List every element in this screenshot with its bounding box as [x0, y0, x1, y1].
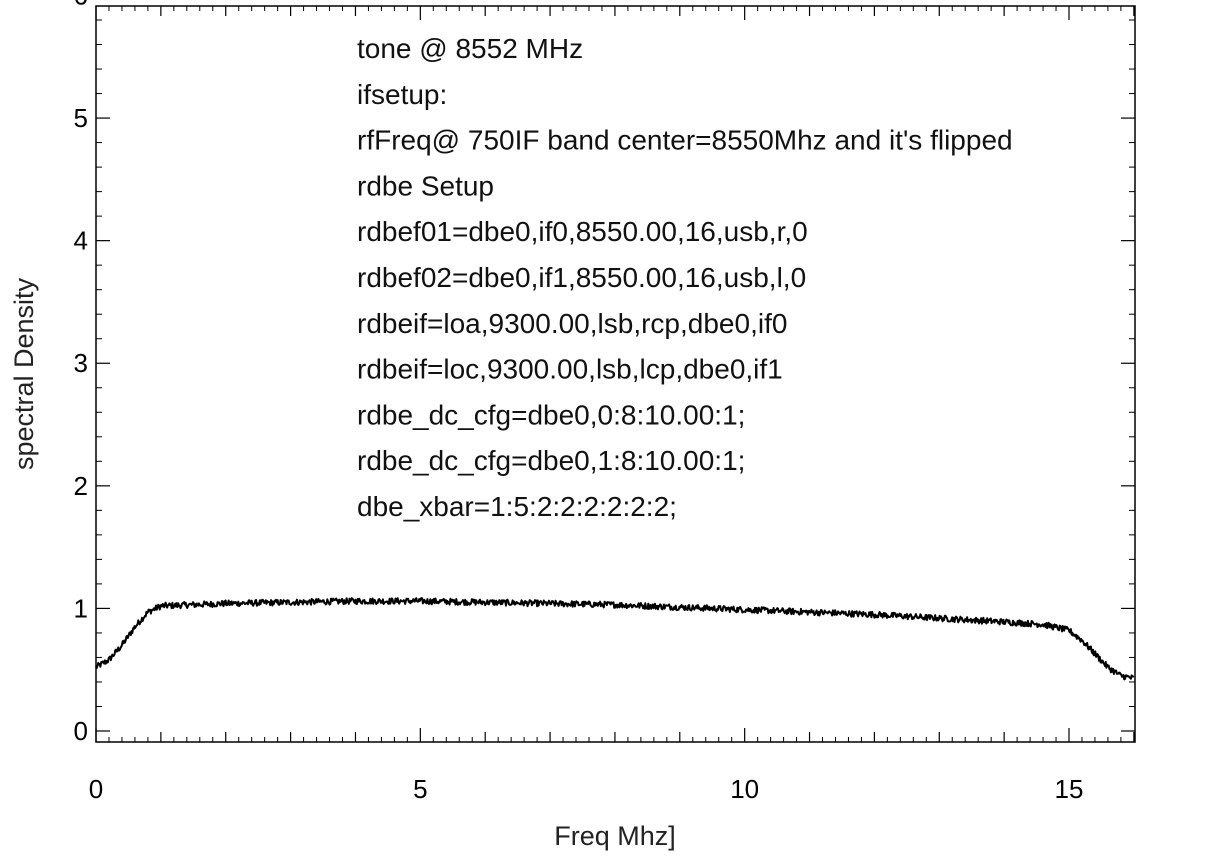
y-axis-title: spectral Density [9, 277, 39, 470]
annotation-block: tone @ 8552 MHz ifsetup: rfFreq@ 750IF ban… [357, 33, 1013, 522]
annotation-line: dbe_xbar=1:5:2:2:2:2:2:2; [357, 491, 677, 522]
series-line-spectral-density [95, 597, 1135, 681]
annotation-line: rdbe_dc_cfg=dbe0,1:8:10.00:1; [357, 445, 745, 476]
y-tick-label: 1 [74, 593, 88, 623]
y-tick-label: 3 [74, 348, 88, 378]
annotation-line: rdbeif=loc,9300.00,lsb,lcp,dbe0,if1 [357, 354, 783, 385]
tick-labels: 0 5 10 15 0 1 2 3 4 5 6 [74, 0, 1084, 804]
y-tick-label: 4 [74, 226, 88, 256]
x-tick-label: 5 [413, 774, 427, 804]
x-tick-label: 15 [1055, 774, 1084, 804]
annotation-line: rfFreq@ 750IF band center=8550Mhz and it… [357, 125, 1013, 156]
annotation-line: rdbe_dc_cfg=dbe0,0:8:10.00:1; [357, 399, 745, 430]
y-tick-label: 5 [74, 103, 88, 133]
y-tick-label: 0 [74, 716, 88, 746]
x-tick-label: 0 [89, 774, 103, 804]
annotation-line: rdbef01=dbe0,if0,8550.00,16,usb,r,0 [357, 216, 808, 247]
annotation-line: ifsetup: [357, 79, 447, 110]
y-tick-label: 6 [74, 0, 88, 10]
x-axis-title: Freq Mhz] [554, 821, 676, 851]
annotation-line: rdbe Setup [357, 170, 494, 201]
minor-ticks [96, 6, 1135, 742]
major-ticks [95, 6, 1135, 742]
y-tick-label: 2 [74, 471, 88, 501]
annotation-line: rdbef02=dbe0,if1,8550.00,16,usb,l,0 [357, 262, 806, 293]
annotation-line: tone @ 8552 MHz [357, 33, 583, 64]
x-tick-label: 10 [730, 774, 759, 804]
annotation-line: rdbeif=loa,9300.00,lsb,rcp,dbe0,if0 [357, 308, 787, 339]
